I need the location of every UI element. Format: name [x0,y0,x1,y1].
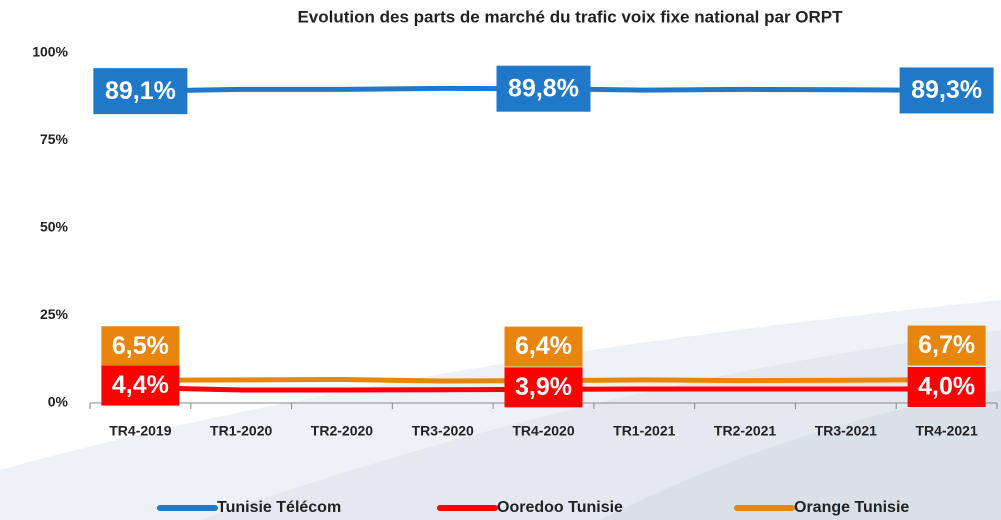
legend-label: Ooredoo Tunisie [497,499,623,516]
value-label-box [504,326,583,367]
x-tick-label: TR1-2021 [613,423,675,439]
background-decoration [0,300,1001,520]
x-tick-label: TR2-2021 [714,423,776,439]
x-tick-label: TR4-2019 [109,423,171,439]
value-label: 6,4% [515,332,572,360]
y-tick-label: 50% [40,219,69,235]
value-label-box [101,365,180,406]
value-label-box [504,367,583,408]
value-label-box [93,68,188,115]
y-tick-label: 100% [32,44,68,60]
chart-title: Evolution des parts de marché du trafic … [297,7,843,26]
x-tick-label: TR3-2020 [412,423,474,439]
legend-label: Tunisie Télécom [217,499,341,516]
value-label-box [907,325,986,366]
x-tick-label: TR2-2020 [311,423,373,439]
legend-label: Orange Tunisie [794,499,909,516]
value-label: 6,5% [112,332,169,360]
value-label: 4,0% [918,373,975,401]
value-label: 89,3% [911,76,982,104]
value-label-box [899,67,994,114]
y-tick-label: 25% [40,306,69,322]
x-tick-label: TR4-2021 [915,423,977,439]
value-label: 6,7% [918,331,975,359]
x-tick-label: TR1-2020 [210,423,272,439]
value-label-box [907,367,986,407]
value-label-box [496,65,591,112]
y-tick-label: 75% [40,131,69,147]
y-tick-label: 0% [48,394,69,410]
value-label-box [101,326,180,367]
value-label: 3,9% [515,373,572,401]
value-label: 89,1% [105,77,176,105]
x-tick-label: TR3-2021 [815,423,877,439]
value-label: 89,8% [508,74,579,102]
x-tick-label: TR4-2020 [512,423,574,439]
value-label: 4,4% [112,371,169,399]
